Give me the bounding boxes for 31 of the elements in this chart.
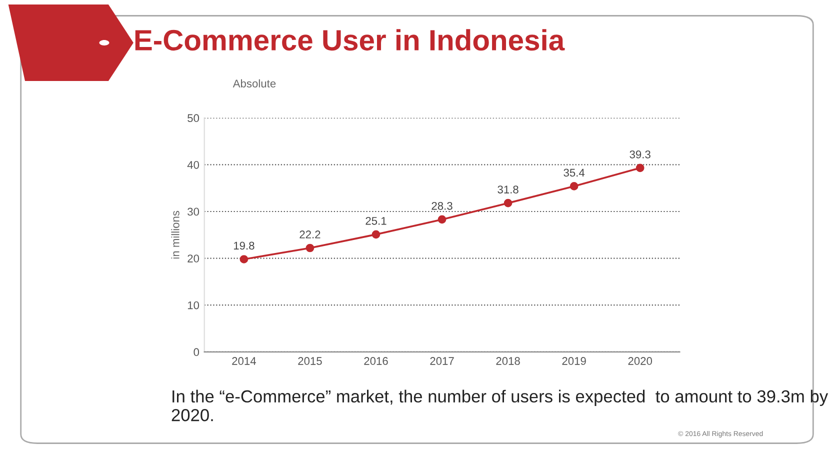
x-tick-label: 2015 [298, 357, 322, 365]
x-tick-label: 2016 [364, 357, 388, 365]
x-tick-label: 2014 [232, 357, 256, 365]
point [372, 230, 380, 239]
y-tick-label: 50 [188, 114, 200, 122]
x-tick-label: 2020 [628, 357, 652, 365]
point [438, 215, 446, 224]
x-tick-label: 2017 [430, 357, 454, 365]
point [306, 244, 314, 252]
point [636, 164, 644, 172]
x-tick-label: 2018 [496, 357, 520, 365]
data-label: 22.2 [300, 230, 320, 238]
data-label: 35.4 [564, 168, 585, 177]
text: In the “e-Commerce” market, the number of users is expected to amount to 39.3m by 2020. [172, 390, 828, 422]
point [240, 255, 248, 264]
y-tick-label: 0 [194, 348, 200, 356]
chart-title: E-Commerce User in Indonesia [135, 29, 565, 51]
chart-subtitle: Absolute [232, 79, 276, 88]
point [504, 198, 512, 208]
y-tick-label: 20 [188, 254, 200, 262]
y-axis-title: in millions [171, 210, 180, 259]
data-label: 39.3 [630, 150, 650, 158]
point [570, 182, 578, 190]
x-tick-label: 2019 [562, 357, 586, 365]
data-label: 19.8 [234, 242, 254, 250]
y-tick-label: 40 [187, 160, 200, 169]
y-tick-label: 30 [188, 208, 200, 216]
data-label: 25.1 [366, 216, 386, 225]
y-tick-label: 10 [188, 301, 200, 310]
data-label: 28.3 [432, 202, 452, 210]
data-label: 31.8 [498, 186, 518, 194]
